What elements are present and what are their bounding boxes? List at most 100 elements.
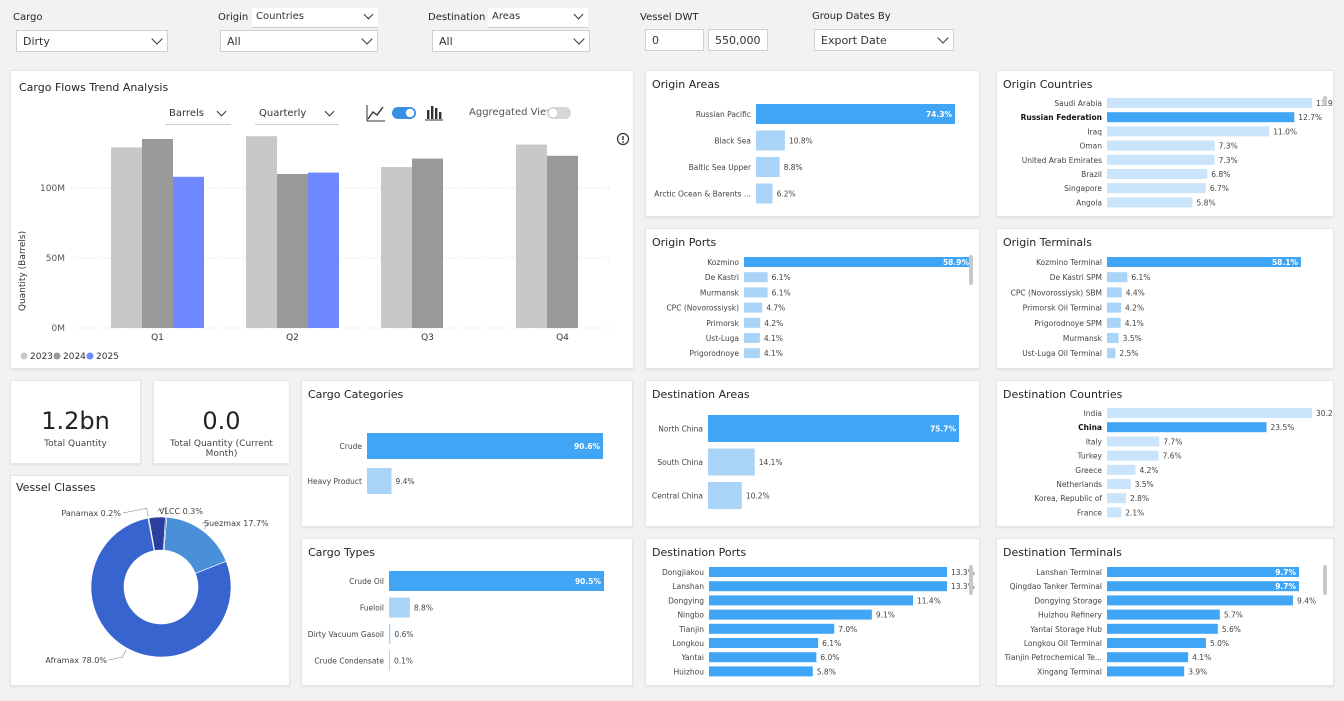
bar[interactable] xyxy=(1107,302,1122,313)
bar[interactable] xyxy=(1107,666,1185,677)
bar[interactable] xyxy=(1107,126,1270,137)
bar[interactable] xyxy=(389,624,391,644)
bar-label: Primorsk xyxy=(706,319,739,328)
bar[interactable] xyxy=(1107,638,1206,648)
bar[interactable] xyxy=(1107,348,1116,359)
bar[interactable] xyxy=(1107,408,1312,418)
legend-label[interactable]: 2023 xyxy=(30,352,53,362)
destination-mode-select[interactable]: Areas xyxy=(488,8,588,28)
scrollbar[interactable] xyxy=(969,565,973,595)
period-select[interactable]: Quarterly xyxy=(255,105,339,125)
bar-2025-Q1[interactable] xyxy=(173,176,204,328)
bar[interactable] xyxy=(709,666,813,677)
cargo-categories-title: Cargo Categories xyxy=(308,388,404,401)
bar-value: 2.1% xyxy=(1125,508,1144,517)
bar[interactable] xyxy=(1107,287,1122,298)
bar[interactable] xyxy=(1107,154,1215,165)
bar-2024-Q2[interactable] xyxy=(277,174,308,328)
vessel-dwt-min-input[interactable]: 0 xyxy=(645,29,704,51)
bar[interactable] xyxy=(744,348,760,359)
origin-mode-select[interactable]: Countries xyxy=(252,8,378,28)
bar[interactable] xyxy=(367,468,392,494)
bar[interactable] xyxy=(756,183,773,204)
bar[interactable] xyxy=(709,638,819,648)
bar[interactable] xyxy=(1107,652,1189,663)
vessel-dwt-max-input[interactable]: 550,000 xyxy=(708,29,768,51)
bar[interactable] xyxy=(367,433,603,459)
bar[interactable] xyxy=(709,581,947,592)
bar[interactable] xyxy=(756,104,955,124)
bar[interactable] xyxy=(1107,183,1206,194)
bar[interactable] xyxy=(1107,98,1312,108)
bar-2023-Q1[interactable] xyxy=(111,147,142,328)
donut-slice[interactable] xyxy=(90,517,232,658)
group-dates-select[interactable]: Export Date xyxy=(814,29,954,51)
bar[interactable] xyxy=(1107,595,1294,606)
bar[interactable] xyxy=(756,130,785,151)
bar-2024-Q4[interactable] xyxy=(547,155,578,328)
bar[interactable] xyxy=(1107,436,1160,447)
scrollbar[interactable] xyxy=(1323,96,1327,106)
bar-2023-Q2[interactable] xyxy=(246,136,277,328)
bar-2024-Q3[interactable] xyxy=(412,158,443,328)
bar[interactable] xyxy=(744,257,972,267)
bar-2025-Q2[interactable] xyxy=(308,172,339,328)
unit-select[interactable]: Barrels xyxy=(165,105,231,125)
origin-areas-title: Origin Areas xyxy=(652,78,720,91)
legend-label[interactable]: 2024 xyxy=(63,352,86,362)
bar[interactable] xyxy=(708,482,742,509)
bar[interactable] xyxy=(1107,464,1136,475)
bar[interactable] xyxy=(389,597,410,618)
bar[interactable] xyxy=(756,157,780,177)
origin-mode-value: Countries xyxy=(256,11,304,22)
bar[interactable] xyxy=(389,571,604,591)
legend-label[interactable]: 2025 xyxy=(96,352,119,362)
chart-type-toggle[interactable] xyxy=(391,106,417,120)
cargo-select[interactable]: Dirty xyxy=(16,30,168,52)
bar[interactable] xyxy=(1107,317,1121,328)
bar[interactable] xyxy=(1107,609,1220,620)
line-chart-icon[interactable] xyxy=(366,104,386,122)
aggregated-view-toggle[interactable] xyxy=(546,106,572,120)
bar[interactable] xyxy=(1107,197,1193,208)
bar[interactable] xyxy=(1107,257,1301,267)
bar[interactable] xyxy=(1107,333,1119,343)
bar[interactable] xyxy=(1107,581,1299,592)
bar[interactable] xyxy=(744,287,768,298)
bar[interactable] xyxy=(709,652,817,663)
bar[interactable] xyxy=(1107,507,1122,518)
bar[interactable] xyxy=(709,609,872,620)
bar[interactable] xyxy=(1107,623,1218,634)
scrollbar[interactable] xyxy=(969,255,973,285)
bar-label: China xyxy=(1078,423,1102,432)
bar[interactable] xyxy=(1107,272,1128,283)
bar[interactable] xyxy=(708,415,959,442)
bar[interactable] xyxy=(1107,422,1267,433)
bar[interactable] xyxy=(1107,493,1127,504)
bar[interactable] xyxy=(744,302,763,313)
bar[interactable] xyxy=(389,650,390,671)
bar[interactable] xyxy=(744,272,768,283)
origin-select[interactable]: All xyxy=(220,30,378,52)
bar[interactable] xyxy=(1107,567,1299,577)
vessel-dwt-max-value: 550,000 xyxy=(715,34,761,47)
bar[interactable] xyxy=(1107,112,1295,123)
bar[interactable] xyxy=(1107,140,1215,151)
bar[interactable] xyxy=(1107,479,1131,489)
donut-slice[interactable] xyxy=(147,517,155,551)
bar-2023-Q3[interactable] xyxy=(381,167,412,328)
bar[interactable] xyxy=(744,317,761,328)
info-icon[interactable] xyxy=(616,132,630,146)
scrollbar[interactable] xyxy=(1323,565,1327,595)
bar[interactable] xyxy=(709,595,913,606)
bar-2023-Q4[interactable] xyxy=(516,144,547,328)
bar[interactable] xyxy=(1107,450,1159,461)
bar[interactable] xyxy=(708,448,755,476)
destination-select[interactable]: All xyxy=(432,30,590,52)
bar[interactable] xyxy=(709,567,947,577)
bar[interactable] xyxy=(1107,169,1208,179)
bar-chart-icon[interactable] xyxy=(424,103,444,121)
bar-2024-Q1[interactable] xyxy=(142,139,173,328)
bar[interactable] xyxy=(709,623,835,634)
bar[interactable] xyxy=(744,333,760,343)
